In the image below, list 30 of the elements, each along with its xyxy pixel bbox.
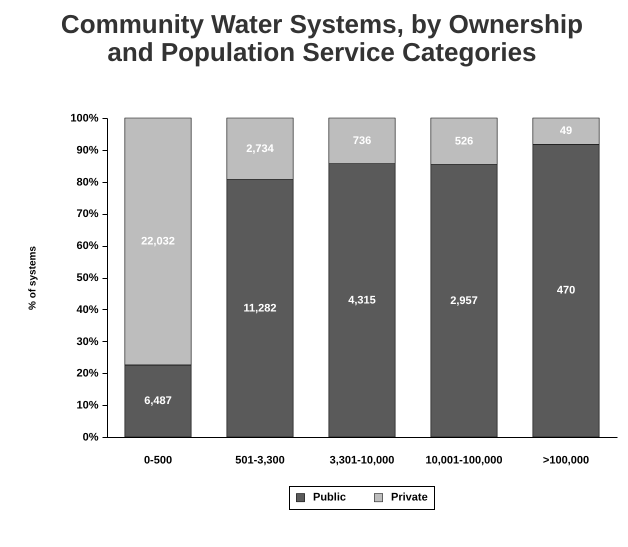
y-tick-label: 100% bbox=[70, 112, 99, 124]
annotation: 2,957 bbox=[450, 294, 478, 307]
y-tick-label: 30% bbox=[76, 336, 99, 348]
legend-label: Private bbox=[391, 492, 428, 504]
annotation: 49 bbox=[560, 125, 572, 138]
y-tick-label: 60% bbox=[76, 240, 99, 252]
annotation: 4,315 bbox=[348, 294, 376, 306]
annotation: 2,734 bbox=[246, 142, 275, 155]
y-axis-title: % of systems bbox=[27, 246, 38, 310]
y-tick-label: 80% bbox=[76, 176, 99, 188]
y-tick-label: 40% bbox=[76, 304, 99, 316]
annotation: 6,487 bbox=[144, 394, 172, 407]
x-tick-label: 501-3,300 bbox=[235, 454, 285, 466]
y-tick-label: 20% bbox=[76, 368, 99, 380]
y-tick-label: 0% bbox=[82, 432, 99, 444]
y-tick-label: 90% bbox=[76, 144, 99, 156]
y-tick-label: 70% bbox=[76, 208, 99, 220]
x-tick-label: >100,000 bbox=[542, 454, 590, 466]
y-tick-label: 10% bbox=[76, 400, 99, 412]
annotation: 526 bbox=[454, 135, 474, 148]
x-tick-label: 10,001-100,000 bbox=[425, 454, 503, 466]
annotation: 736 bbox=[352, 134, 372, 147]
annotation: 22,032 bbox=[141, 235, 175, 248]
y-tick-label: 50% bbox=[76, 272, 99, 284]
annotation: 470 bbox=[556, 284, 576, 297]
legend-label: Public bbox=[313, 492, 346, 504]
x-tick-label: 3,301-10,000 bbox=[330, 454, 394, 466]
x-tick-label: 0-500 bbox=[144, 454, 172, 466]
chart-title: Community Water Systems, by Ownership and Population Service Categories bbox=[60, 9, 583, 67]
annotation: 11,282 bbox=[243, 302, 277, 314]
